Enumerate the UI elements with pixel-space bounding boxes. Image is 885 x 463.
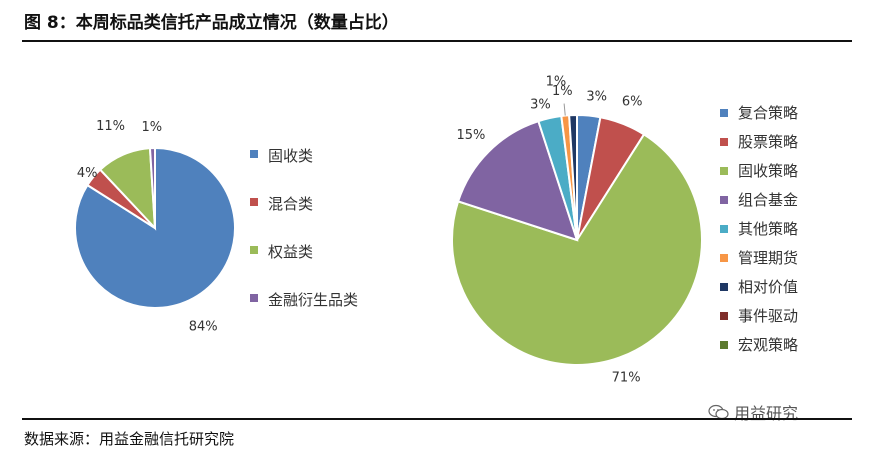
legend2-label: 复合策略 [738,104,799,122]
legend2-label: 相对价值 [738,278,799,296]
legend2-item: 组合基金 [720,185,798,214]
legend2-swatch [720,137,728,146]
pie2-slice-6 [568,113,578,241]
pie1-label-0: 84% [189,320,218,335]
legend2-label: 事件驱动 [738,307,799,325]
watermark-text: 用益研究 [734,404,799,423]
pie2-leader-line [563,103,566,116]
legend2-label: 其他策略 [738,220,799,238]
legend1-swatch [250,198,258,206]
legend2-label: 固收策略 [738,162,799,180]
legend2-swatch [720,166,728,175]
legend2-item: 复合策略 [720,98,798,127]
bottom-rule [22,418,852,420]
pie2-label-6: 1% [552,84,573,99]
legend-left: 固收类混合类权益类金融衍生品类 [250,145,358,337]
pie2-label-0: 3% [586,90,607,105]
legend1-item: 混合类 [250,193,358,241]
legend2-item: 事件驱动 [720,301,798,330]
pie2-slice-2 [451,133,703,366]
legend2-item: 股票策略 [720,127,798,156]
legend1-label: 混合类 [268,195,314,213]
pie2-label-1: 6% [622,95,643,110]
legend1-item: 权益类 [250,241,358,289]
legend2-swatch [720,340,728,349]
legend2-item: 相对价值 [720,272,798,301]
pie2-label-4: 3% [530,97,551,112]
legend2-label: 组合基金 [738,191,799,209]
legend1-swatch [250,150,258,158]
source-note: 数据来源：用益金融信托研究院 [24,430,235,448]
chart-title: 图 8：本周标品类信托产品成立情况（数量占比） [24,13,399,33]
pie1-label-2: 11% [96,119,125,134]
pie1-slice-3 [148,146,156,229]
legend2-label: 股票策略 [738,133,799,151]
legend-right: 复合策略股票策略固收策略组合基金其他策略管理期货相对价值事件驱动宏观策略 [720,98,798,359]
legend2-item: 宏观策略 [720,330,798,359]
legend2-swatch [720,311,728,320]
wechat-icon [708,404,729,420]
watermark: 用益研究 [708,400,798,424]
legend2-item: 固收策略 [720,156,798,185]
legend1-label: 权益类 [268,243,314,261]
legend1-label: 固收类 [268,147,314,165]
pie2-label-2: 71% [612,370,641,385]
legend1-item: 固收类 [250,145,358,193]
legend1-swatch [250,294,258,302]
pie1-label-3: 1% [141,120,162,135]
legend1-label: 金融衍生品类 [268,291,359,309]
pie2-label-3: 15% [456,128,485,143]
legend2-item: 管理期货 [720,243,798,272]
legend1-item: 金融衍生品类 [250,289,358,337]
legend2-swatch [720,195,728,204]
legend2-label: 管理期货 [738,249,799,267]
pie1-label-1: 4% [77,166,98,181]
top-rule [22,40,852,42]
legend2-swatch [720,253,728,262]
pie2-label-5: 1% [546,75,567,90]
legend2-item: 其他策略 [720,214,798,243]
legend2-swatch [720,108,728,117]
legend1-swatch [250,246,258,254]
legend2-swatch [720,282,728,291]
legend2-label: 宏观策略 [738,336,799,354]
legend2-swatch [720,224,728,233]
